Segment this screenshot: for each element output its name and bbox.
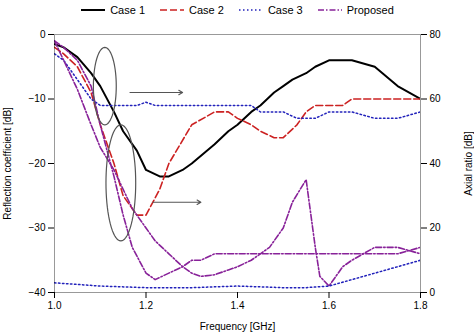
svg-text:1.8: 1.8	[414, 300, 428, 311]
svg-text:Reflection coefficient [dB]: Reflection coefficient [dB]	[2, 107, 13, 220]
svg-text:60: 60	[430, 93, 442, 104]
svg-text:1.0: 1.0	[48, 300, 62, 311]
svg-text:20: 20	[430, 222, 442, 233]
html-text:Case 2: Case 2	[189, 4, 224, 16]
html-text:Case 3: Case 3	[267, 4, 303, 16]
svg-text:−30: −30	[29, 222, 46, 233]
svg-text:1.4: 1.4	[231, 300, 245, 311]
svg-text:−40: −40	[29, 287, 46, 298]
svg-text:1.6: 1.6	[322, 300, 336, 311]
svg-text:Axial ratio [dB]: Axial ratio [dB]	[463, 131, 474, 196]
html-text:Proposed: Proposed	[346, 4, 394, 16]
svg-text:−20: −20	[29, 158, 46, 169]
svg-text:−10: −10	[29, 93, 46, 104]
svg-text:80: 80	[430, 29, 442, 40]
html-text:Case 1: Case 1	[110, 4, 145, 16]
svg-text:0: 0	[40, 29, 46, 40]
svg-text:40: 40	[430, 158, 442, 169]
svg-text:1.2: 1.2	[139, 300, 153, 311]
svg-text:0: 0	[430, 287, 436, 298]
svg-text:Frequency [GHz]: Frequency [GHz]	[200, 321, 276, 332]
